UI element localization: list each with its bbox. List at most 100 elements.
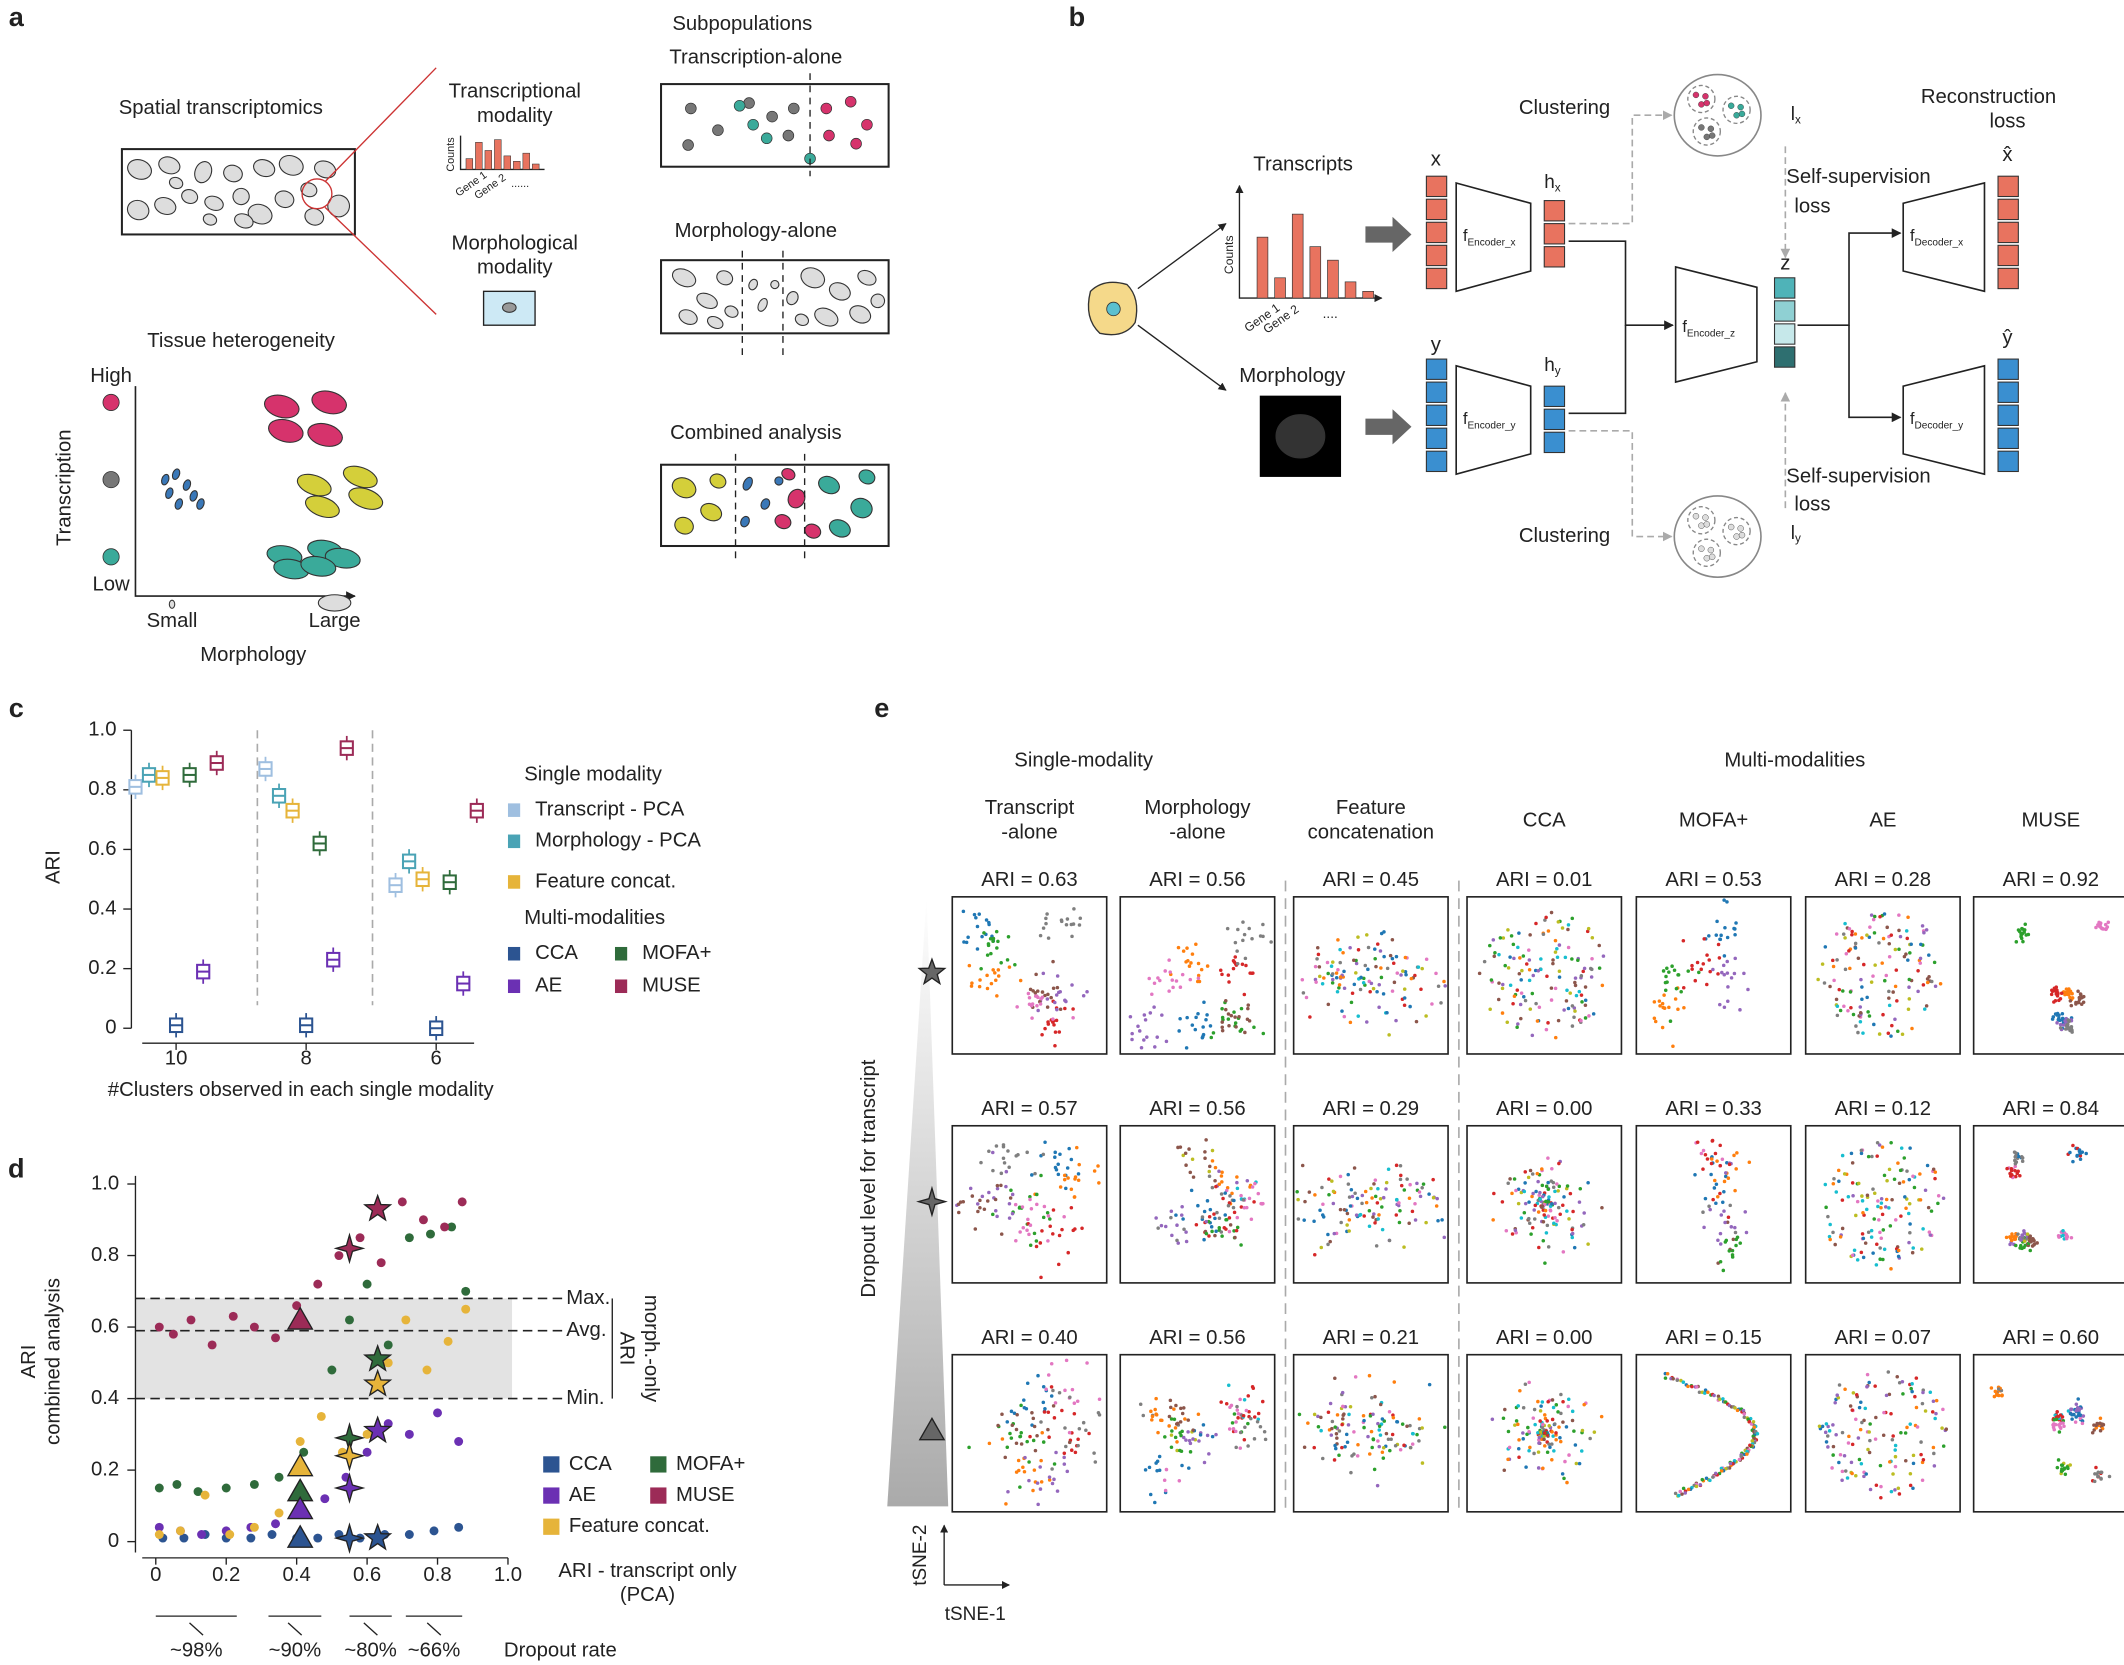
tsne-point [1354,961,1359,966]
tsne-point [1220,1180,1224,1184]
label: z [1780,253,1790,275]
tsne-point [1513,1228,1518,1232]
tsne-point [1072,1401,1077,1405]
point [207,1340,217,1350]
tsne-point [1501,1416,1506,1420]
tsne-point [1147,976,1151,981]
cell [304,495,340,519]
cell [814,307,839,327]
tsne-point [1355,1454,1360,1458]
tsne-point [1341,1417,1345,1421]
x-tick-label: 0.2 [212,1564,240,1586]
tsne-point [987,922,991,927]
tsne-point [1921,1390,1925,1395]
tsne-point [1075,1145,1079,1150]
tsne-point [1402,996,1407,1000]
tsne-point [1209,1225,1214,1229]
tsne-point [1536,1466,1541,1470]
tsne-point [2031,1237,2035,1241]
tsne-point [1882,1410,1886,1415]
tsne-point [1046,992,1050,997]
label: MOFA+ [1679,809,1748,831]
ari-label: ARI = 0.56 [1149,1327,1245,1349]
point [404,1233,414,1243]
tsne-point [1553,1215,1557,1220]
tsne-point [1366,1434,1370,1439]
point [362,1429,372,1439]
tsne-point [1592,1430,1597,1434]
tsne-point [1233,1021,1238,1025]
tsne-point [1896,1248,1901,1253]
tsne-point [993,971,997,975]
icon-bar [1291,213,1304,299]
tsne-point [1543,1444,1547,1448]
icon-bar [532,163,540,170]
point [383,1340,393,1350]
tsne-point [1566,1397,1571,1402]
legend-label: CCA [569,1453,612,1475]
tsne-point [1342,986,1347,991]
base: f [1463,227,1468,245]
cell [696,292,718,310]
vector-cell [1543,246,1566,268]
tsne-point [1350,991,1355,996]
tsne-point [1546,929,1551,933]
tsne-point [1578,1186,1583,1191]
tsne-point [1402,987,1407,991]
tsne-point [1859,977,1863,982]
tsne-point [1014,1154,1018,1158]
tsne-point [1000,1437,1005,1441]
tsne-point [1723,1174,1728,1179]
tsne-point [1894,968,1899,972]
tsne-point [1895,999,1899,1003]
reference-label: Min. [566,1387,604,1409]
vector-cell [1997,244,2019,267]
tsne-point [1053,1401,1058,1405]
tsne-point [1210,1148,1215,1153]
tsne-point [1368,1452,1372,1456]
tsne-point [1427,1382,1432,1387]
tsne-point [1053,1150,1057,1155]
tsne-point [1250,971,1254,976]
tsne-point [1546,1187,1551,1192]
tsne-point [2020,1233,2025,1237]
vector-cell [1543,431,1566,454]
tsne-point [1699,967,1703,972]
tsne-point [1352,1452,1356,1456]
tsne-point [1908,1222,1912,1226]
tsne-point [1723,1220,1727,1225]
cell [724,305,739,318]
tsne-point [1367,1373,1372,1378]
cell [182,479,192,491]
tsne-point [1250,936,1254,941]
cell [314,160,337,179]
tsne-point [1421,1182,1426,1186]
tsne-point [1053,1165,1058,1170]
tsne-point [2016,1154,2021,1159]
cell [1275,414,1326,459]
tsne-point [1699,1151,1704,1156]
tsne-point [1202,1209,1207,1214]
tsne-point [1527,1221,1532,1226]
tsne-point [1346,1423,1351,1427]
tsne-point [1831,1444,1836,1449]
tsne-point [1907,997,1912,1001]
tsne-point [1522,995,1526,999]
tsne-point [1919,1440,1923,1444]
tsne-point [1927,1230,1932,1234]
tsne-point [1843,921,1847,926]
tsne-point [1900,1032,1905,1036]
tsne-point [1400,1422,1405,1426]
highlight-marker [286,1495,314,1520]
tsne-point [1208,1207,1213,1212]
tsne-point [1180,1463,1184,1468]
tsne-point [1868,1487,1873,1492]
tsne-point [1343,1404,1348,1409]
tsne-point [1184,960,1188,964]
tsne-point [1332,1231,1337,1236]
tsne-point [1360,1193,1365,1198]
tsne-point [1410,1209,1415,1214]
tsne-point [1004,1502,1008,1506]
tsne-point [2084,1151,2088,1156]
tsne-point [1583,985,1588,989]
